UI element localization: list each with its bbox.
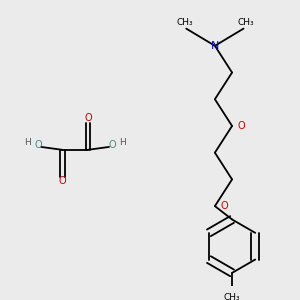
Text: H: H: [119, 138, 126, 147]
Text: O: O: [58, 176, 66, 186]
Text: O: O: [108, 140, 116, 150]
Text: CH₃: CH₃: [224, 293, 240, 300]
Text: CH₃: CH₃: [176, 18, 193, 27]
Text: O: O: [84, 113, 92, 123]
Text: CH₃: CH₃: [237, 18, 254, 27]
Text: H: H: [25, 138, 31, 147]
Text: N: N: [211, 41, 219, 51]
Text: O: O: [220, 201, 228, 211]
Text: O: O: [34, 140, 42, 150]
Text: O: O: [238, 121, 245, 131]
